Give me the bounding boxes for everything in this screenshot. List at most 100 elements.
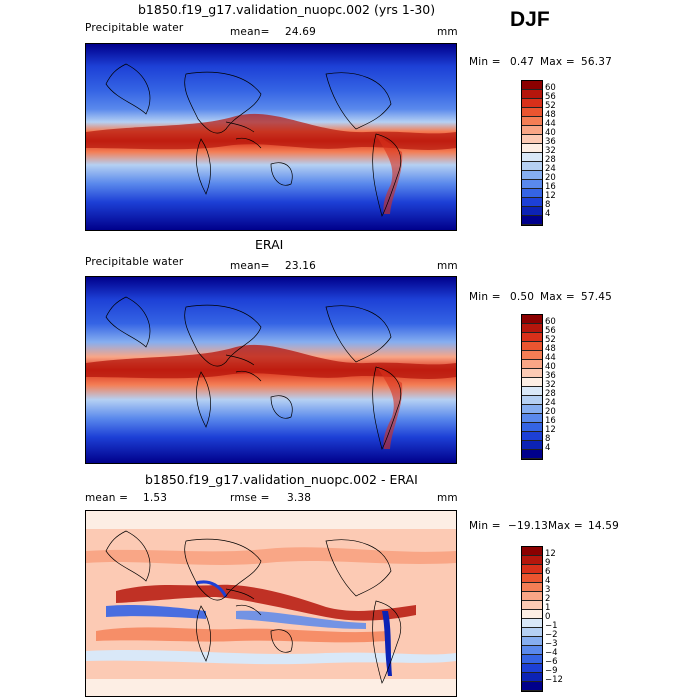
colorbar-tick-label: −12 [545, 675, 563, 685]
colorbar-swatch [522, 565, 542, 574]
panel-1-title: b1850.f19_g17.validation_nuopc.002 (yrs … [138, 2, 436, 17]
panel-3-max-label: Max = [548, 520, 583, 532]
colorbar-tick-label: 60 [545, 317, 556, 327]
panel-2-map [85, 276, 457, 464]
colorbar-tick-label: 32 [545, 380, 556, 390]
colorbar-tick-label: −6 [545, 657, 558, 667]
panel-3-units: mm [437, 492, 458, 504]
panel-1-min-label: Min = [469, 56, 501, 68]
colorbar-tick-label: 40 [545, 362, 556, 372]
colorbar-tick-label: 1 [545, 603, 551, 613]
colorbar-swatch [522, 583, 542, 592]
colorbar-tick-label: 60 [545, 83, 556, 93]
panel-1-min-value: 0.47 [510, 56, 535, 68]
colorbar-tick-label: 40 [545, 128, 556, 138]
colorbar-swatch [522, 81, 542, 90]
colorbar-swatch [522, 369, 542, 378]
colorbar-swatch [522, 387, 542, 396]
panel-3-rmse-label: rmse = [230, 492, 270, 504]
colorbar-swatch [522, 117, 542, 126]
colorbar-swatch [522, 655, 542, 664]
panel-1-colorbar: 60 56 52 48 44 40 36 32 28 24 20 16 12 8 4 [521, 80, 581, 226]
colorbar-swatch [522, 216, 542, 225]
colorbar-tick-label: 20 [545, 407, 556, 417]
panel-2-title: ERAI [255, 237, 284, 252]
panel-3-mean-label: mean = [85, 492, 129, 504]
panel-2-mean-value: 23.16 [285, 260, 317, 272]
colorbar-tick-label: 3 [545, 585, 551, 595]
panel-3-rmse-value: 3.38 [287, 492, 312, 504]
colorbar-tick-label: 32 [545, 146, 556, 156]
colorbar-box [521, 314, 543, 460]
colorbar-swatch [522, 441, 542, 450]
colorbar-swatch [522, 556, 542, 565]
colorbar-tick-label: 24 [545, 398, 556, 408]
colorbar-tick-label: −9 [545, 666, 558, 676]
season-label: DJF [510, 8, 550, 31]
colorbar-swatch [522, 180, 542, 189]
colorbar-tick-label: 4 [545, 443, 551, 453]
colorbar-swatch [522, 90, 542, 99]
colorbar-tick-label: 4 [545, 576, 551, 586]
colorbar-tick-label: 8 [545, 200, 551, 210]
panel-1-map [85, 43, 457, 231]
colorbar-swatch [522, 432, 542, 441]
colorbar-tick-label: 28 [545, 155, 556, 165]
colorbar-swatch [522, 108, 542, 117]
colorbar-swatch [522, 628, 542, 637]
colorbar-swatch [522, 619, 542, 628]
panel-1-mean-label: mean= [230, 26, 270, 38]
colorbar-tick-label: 12 [545, 191, 556, 201]
colorbar-tick-label: 20 [545, 173, 556, 183]
colorbar-swatch [522, 414, 542, 423]
colorbar-tick-label: 8 [545, 434, 551, 444]
colorbar-swatch [522, 664, 542, 673]
panel-3-min-value: −19.13 [508, 520, 549, 532]
colorbar-swatch [522, 610, 542, 619]
colorbar-tick-label: 52 [545, 101, 556, 111]
colorbar-swatch [522, 171, 542, 180]
colorbar-swatch [522, 135, 542, 144]
panel-2-colorbar: 60 56 52 48 44 40 36 32 28 24 20 16 12 8 4 [521, 314, 581, 460]
panel-2-min-value: 0.50 [510, 291, 535, 303]
colorbar-tick-label: 16 [545, 182, 556, 192]
panel-2-max-value: 57.45 [581, 291, 613, 303]
colorbar-swatch [522, 144, 542, 153]
panel-2-mean-label: mean= [230, 260, 270, 272]
colorbar-swatch [522, 646, 542, 655]
colorbar-tick-label: 48 [545, 110, 556, 120]
panel-3-map [85, 510, 457, 697]
colorbar-swatch [522, 378, 542, 387]
colorbar-swatch [522, 351, 542, 360]
colorbar-tick-label: 2 [545, 594, 551, 604]
panel-3-colorbar: 12 9 6 4 3 2 1 0 −1 −2 −3 −4 −6 −9 −12 [521, 546, 581, 692]
colorbar-tick-label: 16 [545, 416, 556, 426]
colorbar-swatch [522, 333, 542, 342]
colorbar-swatch [522, 423, 542, 432]
panel-3-min-label: Min = [469, 520, 501, 532]
colorbar-swatch [522, 126, 542, 135]
colorbar-swatch [522, 574, 542, 583]
colorbar-swatch [522, 99, 542, 108]
colorbar-box [521, 546, 543, 692]
colorbar-swatch [522, 396, 542, 405]
colorbar-tick-label: 44 [545, 119, 556, 129]
colorbar-tick-label: 24 [545, 164, 556, 174]
panel-1-mean-value: 24.69 [285, 26, 317, 38]
colorbar-tick-label: −4 [545, 648, 558, 658]
colorbar-tick-label: 56 [545, 92, 556, 102]
colorbar-tick-label: 9 [545, 558, 551, 568]
colorbar-swatch [522, 153, 542, 162]
panel-2-min-label: Min = [469, 291, 501, 303]
panel-1-units: mm [437, 26, 458, 38]
colorbar-tick-label: 28 [545, 389, 556, 399]
colorbar-swatch [522, 342, 542, 351]
panel-2-units: mm [437, 260, 458, 272]
colorbar-swatch [522, 324, 542, 333]
colorbar-tick-label: 0 [545, 612, 551, 622]
colorbar-swatch [522, 547, 542, 556]
colorbar-swatch [522, 207, 542, 216]
colorbar-tick-label: 44 [545, 353, 556, 363]
colorbar-tick-label: 36 [545, 137, 556, 147]
colorbar-swatch [522, 592, 542, 601]
